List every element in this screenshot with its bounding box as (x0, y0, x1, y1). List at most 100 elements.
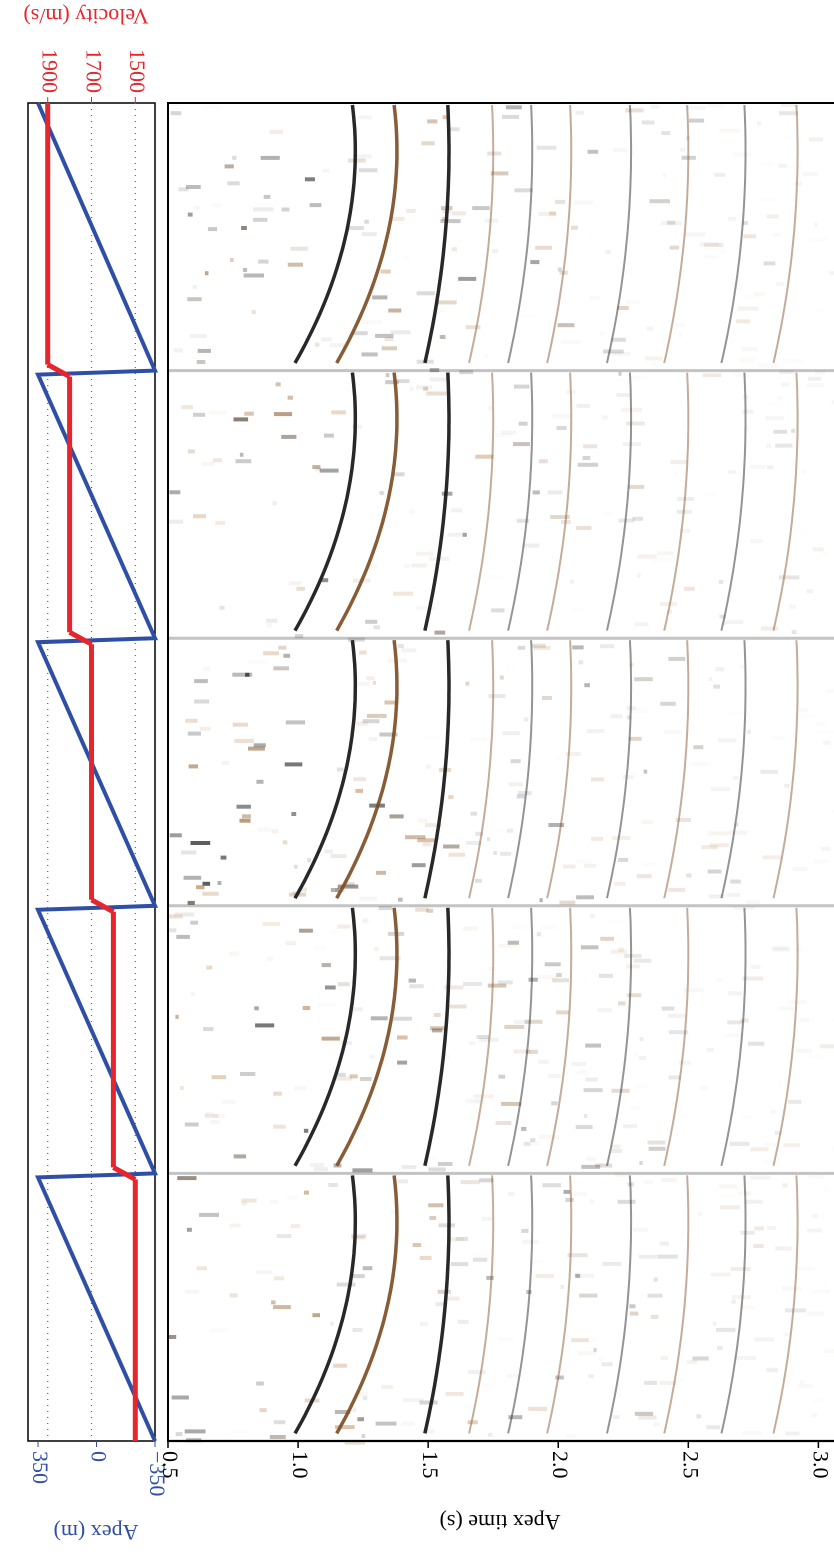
texture (575, 110, 584, 115)
texture (498, 1337, 513, 1341)
texture (798, 1384, 813, 1389)
texture (484, 218, 498, 223)
event-curve (546, 104, 573, 364)
texture (368, 737, 378, 741)
texture (262, 922, 281, 927)
texture (610, 1149, 623, 1153)
texture (361, 1434, 366, 1439)
texture (170, 111, 182, 116)
texture (658, 1254, 678, 1259)
texture (727, 1020, 743, 1025)
texture (448, 852, 466, 857)
texture (423, 386, 428, 391)
texture (507, 940, 519, 945)
texture (203, 105, 221, 109)
texture (512, 442, 530, 447)
texture (269, 1435, 286, 1439)
texture (281, 434, 297, 439)
texture (750, 1147, 769, 1152)
texture (586, 1156, 596, 1161)
texture (337, 924, 351, 929)
event-curve (293, 639, 358, 900)
texture (381, 491, 385, 496)
texture (766, 1367, 778, 1372)
texture (765, 1161, 780, 1165)
texture (626, 964, 640, 969)
texture (707, 869, 722, 874)
texture (303, 1128, 309, 1133)
texture (283, 653, 291, 658)
texture (397, 1035, 408, 1040)
texture (473, 456, 477, 460)
texture (610, 1144, 621, 1149)
texture (589, 1199, 595, 1204)
texture (708, 831, 729, 836)
x-tick-label: 1.5 (418, 1451, 443, 1479)
texture (187, 449, 195, 454)
texture (450, 1237, 464, 1242)
texture (741, 1431, 762, 1436)
texture (370, 1016, 388, 1021)
texture (679, 1060, 691, 1065)
texture (775, 1246, 792, 1251)
texture (707, 103, 724, 108)
texture (302, 1006, 311, 1010)
texture (719, 128, 740, 133)
texture (361, 320, 382, 325)
texture (256, 779, 264, 784)
texture (202, 666, 211, 671)
texture (521, 1141, 540, 1145)
event-curve (546, 640, 573, 899)
texture (776, 282, 785, 286)
texture (475, 831, 484, 836)
texture (212, 203, 222, 208)
texture (782, 1183, 788, 1188)
texture (349, 1074, 358, 1079)
texture (745, 1199, 763, 1204)
texture (406, 209, 416, 213)
texture (633, 1228, 648, 1232)
texture (206, 965, 213, 970)
texture (612, 1415, 620, 1419)
texture (719, 1184, 737, 1189)
event-curve (546, 372, 573, 631)
texture (427, 547, 437, 552)
texture (379, 732, 398, 737)
texture (372, 295, 388, 300)
texture (536, 932, 541, 937)
texture (617, 1199, 636, 1204)
texture (731, 1295, 751, 1300)
texture (353, 777, 366, 782)
texture (389, 814, 404, 819)
texture (379, 956, 401, 961)
velocity-connector (68, 630, 93, 647)
y2-tick-label: 1500 (125, 49, 150, 93)
texture (736, 742, 748, 746)
texture (764, 1143, 776, 1147)
texture (636, 573, 641, 578)
texture (669, 245, 680, 250)
texture (357, 681, 370, 686)
texture (583, 980, 587, 984)
texture (716, 1327, 736, 1332)
texture (357, 1417, 364, 1422)
texture (734, 619, 750, 623)
texture (323, 433, 334, 438)
texture (208, 410, 227, 415)
texture (190, 992, 196, 997)
texture (742, 976, 764, 981)
texture (536, 145, 557, 150)
texture (797, 1400, 801, 1404)
texture (760, 769, 778, 774)
texture (668, 1030, 689, 1035)
texture (802, 715, 816, 719)
texture (626, 715, 632, 720)
texture (355, 788, 363, 793)
texture (487, 837, 491, 842)
texture (641, 820, 653, 824)
texture (169, 928, 177, 933)
texture (239, 818, 251, 823)
texture (653, 1422, 660, 1426)
texture (816, 721, 825, 726)
image-frame (167, 102, 834, 1442)
